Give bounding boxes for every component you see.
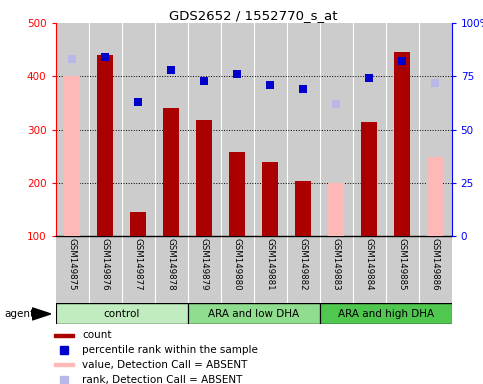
Bar — [56, 303, 187, 324]
Bar — [56, 23, 88, 236]
Bar — [221, 23, 254, 236]
Point — [200, 78, 208, 84]
Bar — [320, 23, 353, 236]
Bar — [88, 236, 122, 303]
Point — [101, 54, 109, 60]
Text: GSM149876: GSM149876 — [100, 238, 110, 291]
Point — [167, 67, 175, 73]
Bar — [385, 236, 419, 303]
Text: GSM149877: GSM149877 — [134, 238, 142, 291]
Bar — [122, 236, 155, 303]
Bar — [187, 236, 221, 303]
Bar — [385, 23, 419, 236]
Text: count: count — [83, 330, 112, 340]
Text: GSM149881: GSM149881 — [266, 238, 274, 291]
Text: GSM149885: GSM149885 — [398, 238, 407, 291]
Text: GSM149883: GSM149883 — [332, 238, 341, 291]
Text: GSM149880: GSM149880 — [233, 238, 242, 291]
Bar — [419, 23, 452, 236]
Text: GSM149886: GSM149886 — [431, 238, 440, 291]
Text: GSM149882: GSM149882 — [298, 238, 308, 291]
Bar — [187, 23, 221, 236]
Bar — [122, 23, 155, 236]
Point — [233, 71, 241, 77]
Bar — [254, 236, 286, 303]
Bar — [286, 236, 320, 303]
Bar — [295, 181, 312, 236]
Point — [398, 58, 406, 65]
Polygon shape — [32, 308, 51, 320]
Text: rank, Detection Call = ABSENT: rank, Detection Call = ABSENT — [83, 375, 243, 384]
Point — [68, 56, 76, 62]
Bar — [221, 236, 254, 303]
Text: GSM149878: GSM149878 — [167, 238, 175, 291]
Bar — [353, 236, 385, 303]
Bar — [320, 236, 353, 303]
Bar — [163, 108, 179, 236]
Bar — [56, 236, 88, 303]
Text: agent: agent — [5, 309, 35, 319]
Bar — [187, 303, 320, 324]
Text: GSM149879: GSM149879 — [199, 238, 209, 291]
Bar — [88, 23, 122, 236]
Bar — [155, 236, 187, 303]
Text: ARA and low DHA: ARA and low DHA — [208, 309, 299, 319]
Bar — [286, 23, 320, 236]
Bar — [229, 152, 245, 236]
Point — [365, 75, 373, 81]
Point — [266, 82, 274, 88]
Point — [431, 79, 439, 86]
Text: ARA and high DHA: ARA and high DHA — [338, 309, 434, 319]
Text: control: control — [103, 309, 140, 319]
Bar — [97, 55, 114, 236]
Bar — [328, 183, 344, 236]
Text: GSM149884: GSM149884 — [365, 238, 373, 291]
Title: GDS2652 / 1552770_s_at: GDS2652 / 1552770_s_at — [170, 9, 338, 22]
Bar — [353, 23, 385, 236]
Point — [134, 99, 142, 105]
Text: GSM149875: GSM149875 — [68, 238, 76, 291]
Bar — [254, 23, 286, 236]
Bar — [54, 364, 74, 366]
Bar — [196, 120, 213, 236]
Bar — [361, 122, 377, 236]
Bar — [64, 76, 80, 236]
Bar — [394, 52, 411, 236]
Point — [332, 101, 340, 107]
Bar — [427, 157, 443, 236]
Bar — [262, 162, 278, 236]
Point — [299, 86, 307, 92]
Bar — [54, 334, 74, 337]
Bar — [320, 303, 452, 324]
Bar — [130, 212, 146, 236]
Text: value, Detection Call = ABSENT: value, Detection Call = ABSENT — [83, 360, 248, 370]
Bar — [419, 236, 452, 303]
Bar — [155, 23, 187, 236]
Text: percentile rank within the sample: percentile rank within the sample — [83, 345, 258, 355]
